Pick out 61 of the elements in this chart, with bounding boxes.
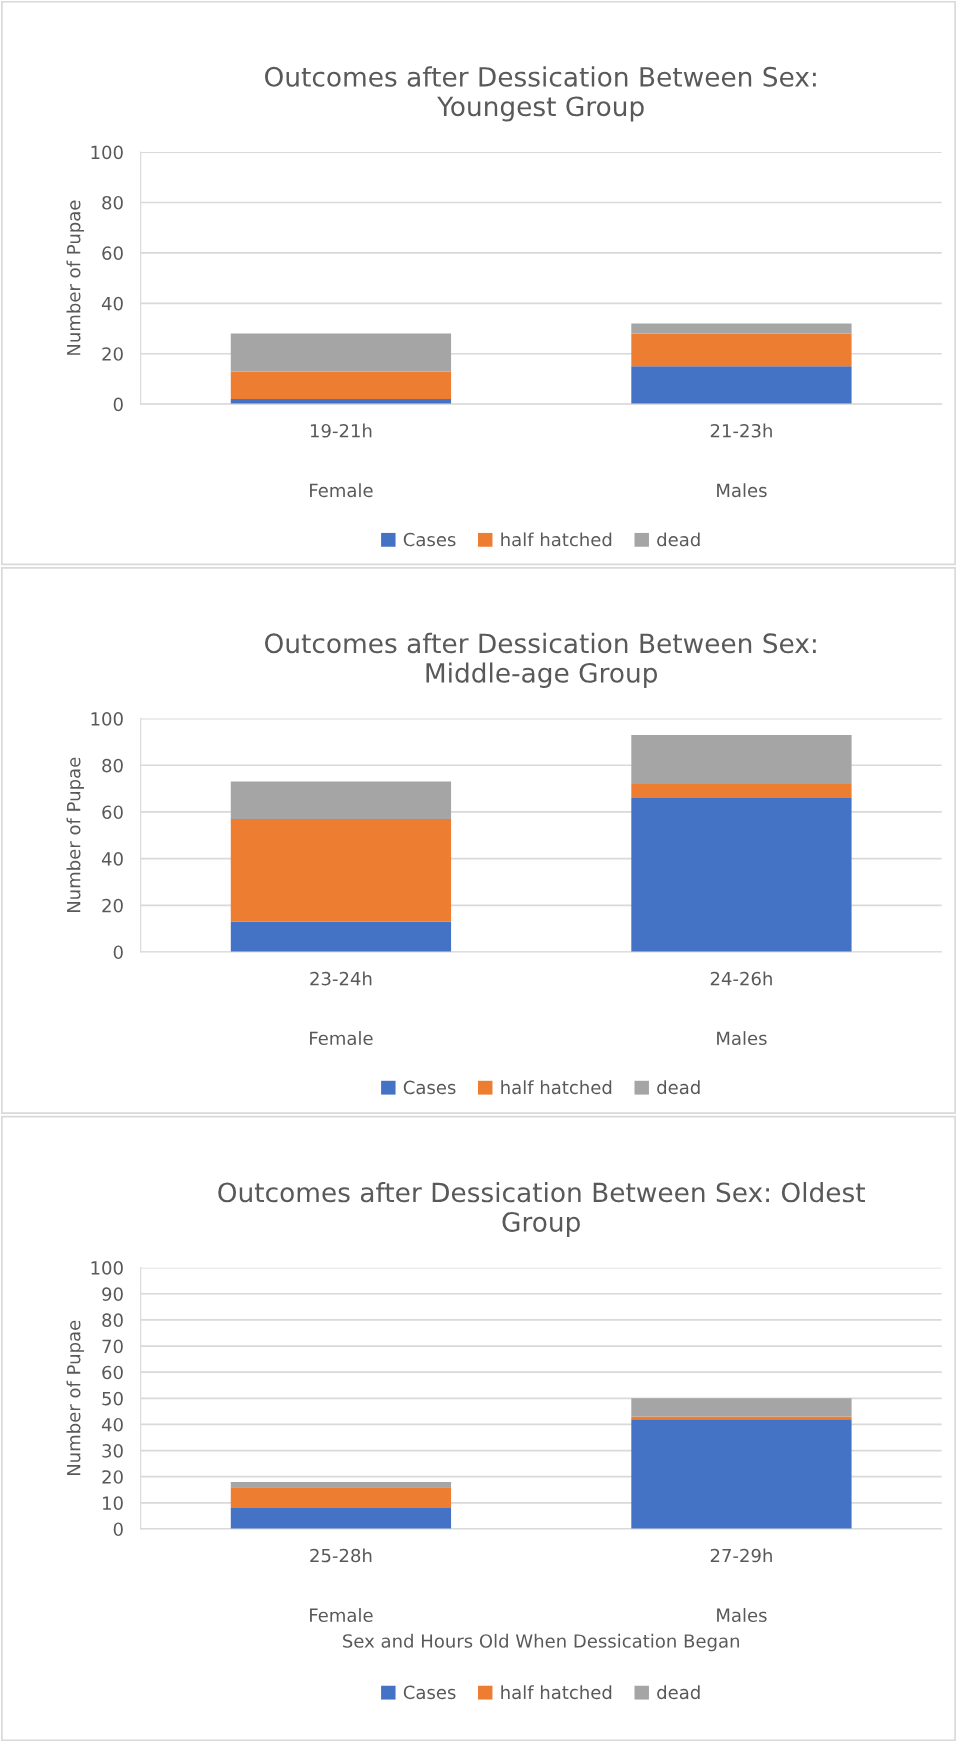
y-tick-label: 20 xyxy=(102,347,123,361)
legend-label: dead xyxy=(657,532,700,547)
bar xyxy=(631,366,852,405)
bar xyxy=(631,333,852,367)
bar xyxy=(631,1419,852,1529)
y-tick-label: 80 xyxy=(102,1313,123,1328)
x-axis-title: Sex and Hours Old When Dessication Began xyxy=(343,1633,739,1652)
y-tick-label: 100 xyxy=(91,712,123,726)
legend-label: half hatched xyxy=(501,1080,612,1095)
y-tick-label: 0 xyxy=(113,1522,123,1537)
y-tick-label: 90 xyxy=(102,1287,123,1301)
y-axis-title: Number of Pupae xyxy=(66,1320,84,1476)
y-tick-label: 30 xyxy=(102,1444,123,1458)
bar xyxy=(631,797,852,952)
bar xyxy=(631,323,852,334)
bar xyxy=(230,1487,452,1509)
bar xyxy=(230,333,452,372)
chart-title: Outcomes after Dessication Between Sex: Oldest Group xyxy=(218,1181,865,1238)
bar xyxy=(631,1398,852,1417)
y-tick-label: 50 xyxy=(102,1391,123,1406)
legend-label: dead xyxy=(657,1080,700,1095)
legend-label: half hatched xyxy=(501,1685,612,1700)
bar xyxy=(230,818,452,922)
y-tick-label: 80 xyxy=(102,758,123,773)
y-tick-label: 60 xyxy=(102,246,123,261)
bar xyxy=(230,921,452,952)
category-label: 24-26h Males xyxy=(710,971,772,1046)
chart-title: Outcomes after Dessication Between Sex: Youngest Group xyxy=(265,66,816,122)
y-tick-label: 20 xyxy=(102,898,123,913)
y-tick-label: 60 xyxy=(102,805,123,820)
y-tick-label: 40 xyxy=(101,1417,123,1432)
y-tick-label: 60 xyxy=(102,1365,123,1380)
y-axis-title: Number of Pupae xyxy=(66,757,84,913)
legend-label: Cases xyxy=(403,1080,456,1095)
category-label: 19-21h Female xyxy=(310,423,373,498)
y-axis-title: Number of Pupae xyxy=(66,200,84,355)
category-label: 23-24h Female xyxy=(310,971,373,1046)
y-tick-label: 40 xyxy=(101,296,123,311)
bar xyxy=(631,783,852,798)
y-tick-label: 70 xyxy=(102,1339,123,1354)
legend-label: half hatched xyxy=(501,532,612,547)
bar xyxy=(230,1481,452,1488)
legend-label: Cases xyxy=(403,532,456,547)
bar xyxy=(230,781,452,819)
y-tick-label: 10 xyxy=(103,1496,123,1510)
category-label: 25-28h Female xyxy=(310,1548,373,1623)
y-tick-label: 100 xyxy=(91,1261,123,1275)
category-label: 21-23h Males xyxy=(710,423,772,498)
legend-label: dead xyxy=(657,1685,700,1700)
y-tick-label: 80 xyxy=(102,195,123,210)
legend-label: Cases xyxy=(403,1685,456,1700)
y-tick-label: 20 xyxy=(102,1470,123,1484)
y-tick-label: 0 xyxy=(113,397,123,412)
bar xyxy=(230,371,452,400)
chart-title: Outcomes after Dessication Between Sex: Middle-age Group xyxy=(265,632,816,688)
bar xyxy=(631,734,852,784)
y-tick-label: 100 xyxy=(91,145,123,160)
y-tick-label: 0 xyxy=(113,945,123,960)
y-tick-label: 40 xyxy=(101,852,123,866)
bar xyxy=(230,1508,452,1529)
category-label: 27-29h Males xyxy=(710,1548,772,1623)
